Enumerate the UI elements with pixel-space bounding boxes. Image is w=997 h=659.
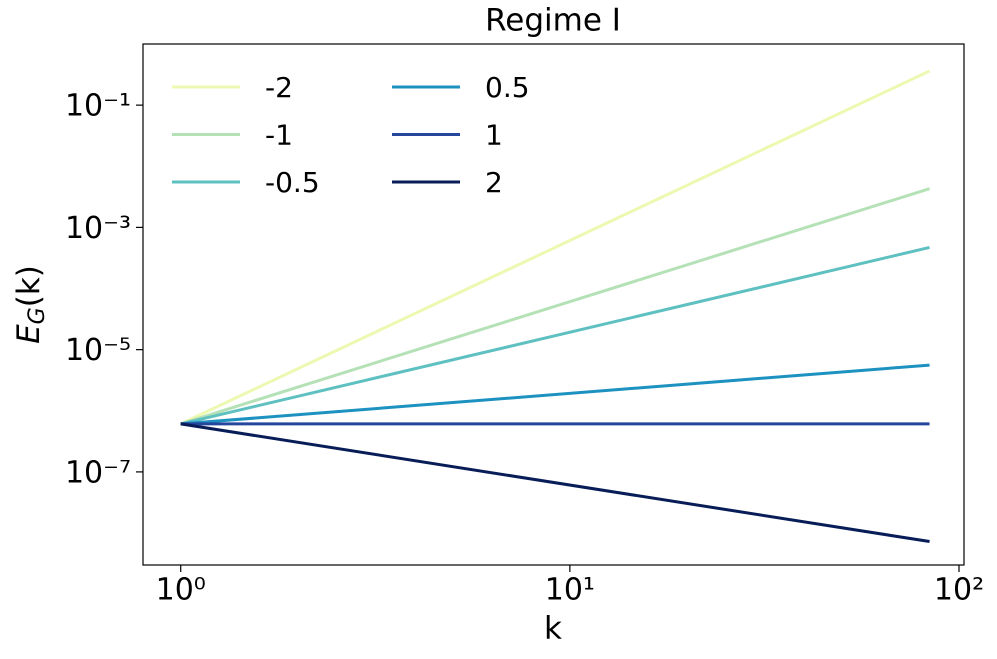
line: [180, 187, 930, 426]
x-axis-label: k: [544, 611, 562, 647]
y-tick-label: 10⁻⁵: [65, 333, 131, 368]
y-label-sub: G: [25, 307, 50, 324]
legend-label: -2: [265, 71, 293, 104]
chart-title: Regime I: [485, 3, 621, 39]
y-label-part: (k): [11, 265, 47, 307]
legend-label: -0.5: [265, 166, 320, 199]
y-tick-label: 10⁻¹: [65, 89, 131, 124]
legend-label: 2: [485, 166, 503, 199]
line: [180, 69, 931, 426]
legend-label: 1: [485, 119, 503, 152]
legend-label: 0.5: [485, 71, 530, 104]
line: [180, 245, 930, 426]
x-tick-label: 10¹: [545, 573, 595, 608]
y-axis-label: EG(k): [11, 265, 51, 344]
legend-label: -1: [265, 119, 293, 152]
plot-frame: [142, 43, 965, 566]
y-tick-label: 10⁻³: [65, 211, 131, 246]
x-tick-label: 10²: [934, 573, 984, 608]
y-tick-label: 10⁻⁷: [65, 455, 131, 490]
y-label-part: E: [11, 324, 47, 344]
line: [180, 363, 930, 426]
x-tick-label: 10⁰: [156, 573, 206, 608]
line: [180, 422, 930, 544]
